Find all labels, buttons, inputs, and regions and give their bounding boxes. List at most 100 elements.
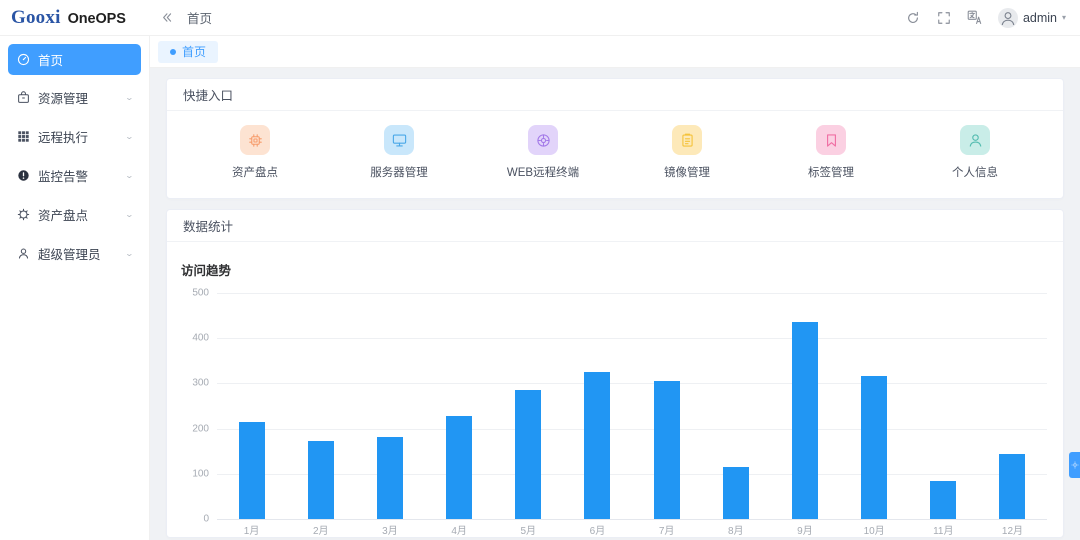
chart-bar-slot xyxy=(286,293,355,519)
target-icon xyxy=(528,125,558,155)
sidebar-item-label: 资产盘点 xyxy=(38,209,89,223)
sidebar-item-monitor-alert[interactable]: 监控告警 ⌄ xyxy=(8,158,141,193)
resource-icon xyxy=(16,91,31,104)
sidebar-item-remote-exec[interactable]: 远程执行 ⌄ xyxy=(8,119,141,154)
fullscreen-icon xyxy=(938,11,950,24)
chart-bar-slot xyxy=(840,293,909,519)
chart-x-tick-label: 12月 xyxy=(1001,526,1024,537)
chart-y-tick-label: 100 xyxy=(192,468,209,480)
chart-bar-slot xyxy=(701,293,770,519)
chevron-down-icon: ▾ xyxy=(1061,13,1066,22)
chart-gridline xyxy=(217,338,1047,340)
cpu-chip-icon xyxy=(240,125,270,155)
chart-bar[interactable] xyxy=(861,375,888,519)
quick-entry-label: 个人信息 xyxy=(952,167,998,179)
refresh-icon xyxy=(908,11,918,23)
brand-primary-text: Gooxi xyxy=(11,6,61,28)
quick-entry-item-personal-info[interactable]: 个人信息 xyxy=(903,125,1047,180)
chart-bar[interactable] xyxy=(653,380,680,519)
alert-icon xyxy=(16,169,31,182)
stats-card: 数据统计 访问趋势 0 100 200 300 400 500 1月 2月 3月 4月 5月 6月 7… xyxy=(166,209,1064,538)
chevron-down-icon: ⌄ xyxy=(124,93,135,102)
person-icon xyxy=(960,125,990,155)
chart-x-tick-label: 9月 xyxy=(797,526,813,537)
chart-y-tick-label: 300 xyxy=(192,377,209,389)
chart-bar[interactable] xyxy=(791,321,818,519)
chart-bars xyxy=(217,293,1047,519)
chart-bar[interactable] xyxy=(376,437,403,519)
user-avatar-icon xyxy=(1001,11,1015,25)
chart-gridline xyxy=(217,383,1047,385)
brand-secondary-text: OneOPS xyxy=(67,10,126,27)
quick-entry-item-web-remote-terminal[interactable]: WEB远程终端 xyxy=(471,125,615,180)
sidebar: 首页 资源管理 ⌄ xyxy=(0,36,150,540)
sidebar-collapse-button[interactable] xyxy=(154,6,178,30)
chart-gridline xyxy=(217,293,1047,294)
double-chevron-left-icon xyxy=(162,13,171,22)
tab-active-dot-icon xyxy=(170,48,176,55)
header-tools: admin ▾ xyxy=(905,7,1080,28)
sidebar-item-asset-inventory[interactable]: 资产盘点 ⌄ xyxy=(8,197,141,232)
chart-x-tick-label: 11月 xyxy=(933,526,954,537)
refresh-button[interactable] xyxy=(905,10,921,26)
chart-bar-slot xyxy=(770,293,839,519)
chart-x-tick-label: 4月 xyxy=(451,526,467,537)
monitor-icon xyxy=(384,125,414,155)
tab-bar: 首页 xyxy=(150,36,1080,68)
quick-entry-item-image-management[interactable]: 镜像管理 xyxy=(615,125,759,180)
chart-title: 访问趋势 xyxy=(181,264,232,278)
chevron-down-icon: ⌄ xyxy=(124,210,135,219)
chart-bar[interactable] xyxy=(446,415,473,519)
chart-x-tick-label: 7月 xyxy=(658,526,675,537)
sidebar-item-home[interactable]: 首页 xyxy=(8,44,141,75)
chart-bar[interactable] xyxy=(930,481,957,519)
avatar xyxy=(997,7,1018,28)
quick-entry-label: 服务器管理 xyxy=(370,167,428,179)
sidebar-item-label: 资源管理 xyxy=(38,92,89,106)
quick-entry-item-tag-management[interactable]: 标签管理 xyxy=(759,125,903,180)
chart-x-tick-label: 6月 xyxy=(589,526,606,537)
chart-bar-slot xyxy=(494,293,563,519)
asset-icon xyxy=(16,208,31,221)
app-header: Gooxi OneOPS 首页 xyxy=(0,0,1080,36)
grid-icon xyxy=(16,130,31,143)
sidebar-item-label: 远程执行 xyxy=(38,131,89,145)
sidebar-item-super-admin[interactable]: 超级管理员 ⌄ xyxy=(8,236,141,271)
chart-bar[interactable] xyxy=(722,467,749,519)
chart-x-tick-label: 3月 xyxy=(382,526,398,537)
quick-entry-item-asset-inventory[interactable]: 资产盘点 xyxy=(183,125,327,180)
sidebar-item-resource-management[interactable]: 资源管理 ⌄ xyxy=(8,80,141,115)
chart-x-tick-label: 2月 xyxy=(312,526,329,537)
chart-bar-slot xyxy=(425,293,494,519)
chart-x-tick-label: 1月 xyxy=(243,526,260,537)
sidebar-item-label: 首页 xyxy=(38,54,64,68)
chart-gridline xyxy=(217,519,1047,520)
theme-settings-handle[interactable] xyxy=(1069,452,1080,478)
chart-bar-slot xyxy=(355,293,424,519)
language-button[interactable] xyxy=(967,10,983,26)
tab-home[interactable]: 首页 xyxy=(158,40,219,63)
visit-trend-chart: 0 100 200 300 400 500 1月 2月 3月 4月 5月 6月 7月 8月 9月 10月 11… xyxy=(177,288,1053,537)
chart-y-tick-label: 0 xyxy=(203,513,209,525)
chart-y-tick-label: 200 xyxy=(192,423,209,435)
chart-y-tick-label: 500 xyxy=(192,287,209,299)
chart-bar-slot xyxy=(632,293,701,519)
user-name-label: admin xyxy=(1022,10,1057,25)
chart-bar[interactable] xyxy=(307,440,334,519)
quick-entry-item-server-management[interactable]: 服务器管理 xyxy=(327,125,471,180)
main-area: 首页 快捷入口 xyxy=(150,36,1080,540)
sidebar-item-label: 监控告警 xyxy=(38,170,89,184)
quick-entry-label: WEB远程终端 xyxy=(506,167,580,179)
chart-bar-slot xyxy=(909,293,978,519)
dashboard-icon xyxy=(16,53,31,66)
chart-bar[interactable] xyxy=(999,453,1026,519)
chart-bar-slot xyxy=(978,293,1047,519)
chart-bar[interactable] xyxy=(584,372,611,519)
chart-bar[interactable] xyxy=(515,390,542,519)
fullscreen-button[interactable] xyxy=(936,10,952,26)
quick-entry-body: 资产盘点 服务器管理 xyxy=(167,111,1063,198)
stats-title: 数据统计 xyxy=(167,210,1063,242)
chevron-down-icon: ⌄ xyxy=(124,249,135,258)
chart-bar[interactable] xyxy=(238,421,265,519)
user-menu[interactable]: admin ▾ xyxy=(997,7,1066,28)
